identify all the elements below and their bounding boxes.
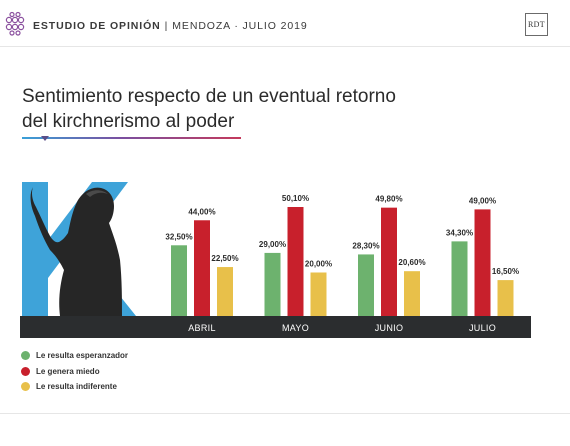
bar-miedo-junio [381, 207, 397, 316]
value-label-indiferente-abril: 22,50% [211, 254, 238, 263]
category-label-mayo: MAYO [282, 323, 309, 333]
bar-indiferente-junio [404, 271, 420, 316]
brand-logo-icon [5, 11, 25, 36]
chart-title: Sentimiento respecto de un eventual reto… [22, 84, 396, 134]
value-label-esperanzador-abril: 32,50% [165, 232, 192, 241]
bar-miedo-julio [474, 209, 491, 316]
place-date-label: MENDOZA · JULIO 2019 [172, 20, 308, 32]
value-label-indiferente-julio: 16,50% [492, 267, 519, 276]
value-label-miedo-junio: 49,80% [375, 195, 402, 204]
chart-title-line-1: Sentimiento respecto de un eventual reto… [22, 86, 396, 107]
bar-esperanzador-junio [358, 254, 374, 316]
header-divider [0, 46, 570, 47]
bar-miedo-abril [194, 220, 210, 316]
brand-badge: RDT [525, 13, 548, 36]
footer-divider [0, 413, 570, 414]
bar-miedo-mayo [287, 207, 304, 316]
header-separator: | [164, 20, 169, 32]
value-label-indiferente-mayo: 20,00% [305, 259, 332, 268]
legend-item-indiferente: Le resulta indiferente [21, 379, 128, 395]
legend-swatch-miedo [21, 366, 30, 376]
legend-swatch-indiferente [21, 382, 30, 392]
category-label-julio: JULIO [469, 323, 496, 333]
bar-esperanzador-julio [451, 241, 468, 316]
header-title: ESTUDIO DE OPINIÓN | MENDOZA · JULIO 2019 [33, 20, 308, 32]
legend-item-miedo: Le genera miedo [21, 364, 128, 380]
k-illustration [22, 182, 136, 316]
title-underline [22, 137, 241, 139]
value-label-miedo-mayo: 50,10% [282, 194, 309, 203]
category-label-abril: ABRIL [188, 323, 216, 333]
value-label-esperanzador-junio: 28,30% [352, 241, 379, 250]
bar-indiferente-mayo [310, 272, 327, 316]
value-label-esperanzador-julio: 34,30% [446, 228, 473, 237]
legend-item-esperanzador: Le resulta esperanzador [21, 348, 128, 364]
bar-esperanzador-mayo [264, 252, 281, 316]
legend-label-miedo: Le genera miedo [36, 366, 100, 376]
value-label-esperanzador-mayo: 29,00% [259, 240, 286, 249]
value-label-miedo-abril: 44,00% [188, 207, 215, 216]
bar-indiferente-julio [497, 280, 514, 316]
chart-title-line-2: del kirchnerismo al poder [22, 111, 235, 132]
bar-esperanzador-abril [171, 245, 187, 316]
legend-label-indiferente: Le resulta indiferente [36, 382, 117, 392]
category-label-junio: JUNIO [375, 323, 404, 333]
chart-legend: Le resulta esperanzador Le genera miedo … [21, 348, 128, 395]
page-header: ESTUDIO DE OPINIÓN | MENDOZA · JULIO 2019 … [0, 0, 570, 46]
category-axis-band [20, 316, 531, 338]
legend-swatch-esperanzador [21, 351, 30, 361]
title-underline-marker-icon [41, 136, 49, 141]
study-label: ESTUDIO DE OPINIÓN [33, 20, 161, 32]
figure-silhouette [30, 187, 122, 316]
legend-label-esperanzador: Le resulta esperanzador [36, 351, 129, 361]
hair-highlight [86, 190, 108, 197]
value-label-miedo-julio: 49,00% [469, 196, 496, 205]
value-label-indiferente-junio: 20,60% [398, 258, 425, 267]
bar-indiferente-abril [217, 267, 233, 316]
